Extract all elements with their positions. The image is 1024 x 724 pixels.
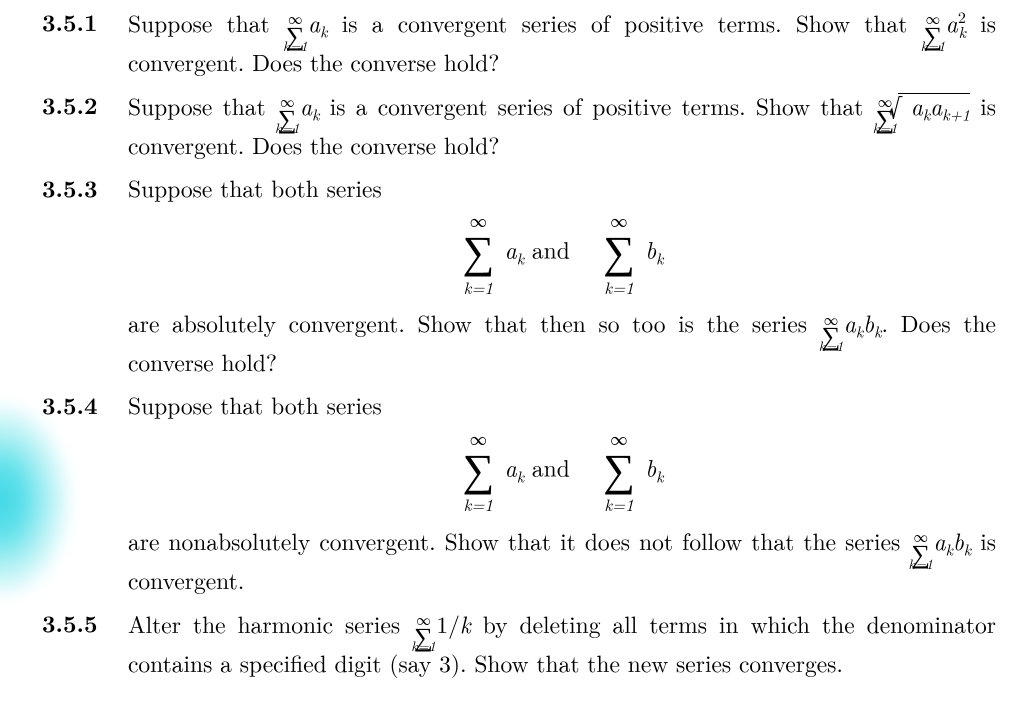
problem-3-5-5: 3.5.5 Alter the harmonic series ∞∑k=1 1/… <box>42 607 996 680</box>
problem-body: Suppose that ∞∑k=1 ak is a convergent se… <box>128 6 996 79</box>
sum-ak: ∞∑k=1 <box>276 102 299 128</box>
text: Suppose that both series <box>128 171 382 204</box>
sum-bk-display: ∞∑k=1 <box>603 427 635 516</box>
text: is a convergent series of positive terms… <box>328 6 922 39</box>
sum-ak-display: ∞∑k=1 <box>462 209 494 298</box>
sum-ak-display: ∞∑k=1 <box>462 427 494 516</box>
problem-number: 3.5.2 <box>42 89 128 120</box>
text: Suppose that both series <box>128 388 382 421</box>
text: Suppose that <box>128 6 284 39</box>
page: 3.5.1 Suppose that ∞∑k=1 ak is a converg… <box>0 0 1024 724</box>
problem-body: Suppose that both series ∞∑k=1 ak and ∞∑… <box>128 172 996 380</box>
text: is a convergent series of positive terms… <box>320 89 874 122</box>
and-text: and <box>524 450 578 483</box>
text: Suppose that <box>128 89 276 122</box>
problem-3-5-4: 3.5.4 Suppose that both series ∞∑k=1 ak … <box>42 389 996 597</box>
text: Alter the harmonic series <box>128 607 412 640</box>
sum-ak: ∞∑k=1 <box>284 19 307 45</box>
and-text: and <box>524 233 578 266</box>
problem-number: 3.5.5 <box>42 607 128 638</box>
sum-ak2: ∞∑k=1 <box>922 19 945 45</box>
problem-3-5-1: 3.5.1 Suppose that ∞∑k=1 ak is a converg… <box>42 6 996 79</box>
problem-body: Suppose that both series ∞∑k=1 ak and ∞∑… <box>128 389 996 597</box>
problem-number: 3.5.3 <box>42 172 128 203</box>
text: are absolutely convergent. Show that the… <box>128 306 820 339</box>
problem-3-5-2: 3.5.2 Suppose that ∞∑k=1 ak is a converg… <box>42 89 996 162</box>
sqrt-icon: akak+1 <box>898 93 970 119</box>
problem-3-5-3: 3.5.3 Suppose that both series ∞∑k=1 ak … <box>42 172 996 380</box>
problem-body: Alter the harmonic series ∞∑k=1 1/k by d… <box>128 607 996 680</box>
problem-body: Suppose that ∞∑k=1 ak is a convergent se… <box>128 89 996 162</box>
sum-1k: ∞∑k=1 <box>412 620 435 646</box>
problem-number: 3.5.1 <box>42 6 128 37</box>
sum-akbk: ∞∑k=1 <box>909 537 932 563</box>
problem-number: 3.5.4 <box>42 389 128 420</box>
sum-akbk: ∞∑k=1 <box>820 319 843 345</box>
display-math: ∞∑k=1 ak and ∞∑k=1 bk <box>128 427 996 516</box>
display-math: ∞∑k=1 ak and ∞∑k=1 bk <box>128 209 996 298</box>
sum-bk-display: ∞∑k=1 <box>603 209 635 298</box>
text: are nonabsolutely convergent. Show that … <box>128 524 909 557</box>
